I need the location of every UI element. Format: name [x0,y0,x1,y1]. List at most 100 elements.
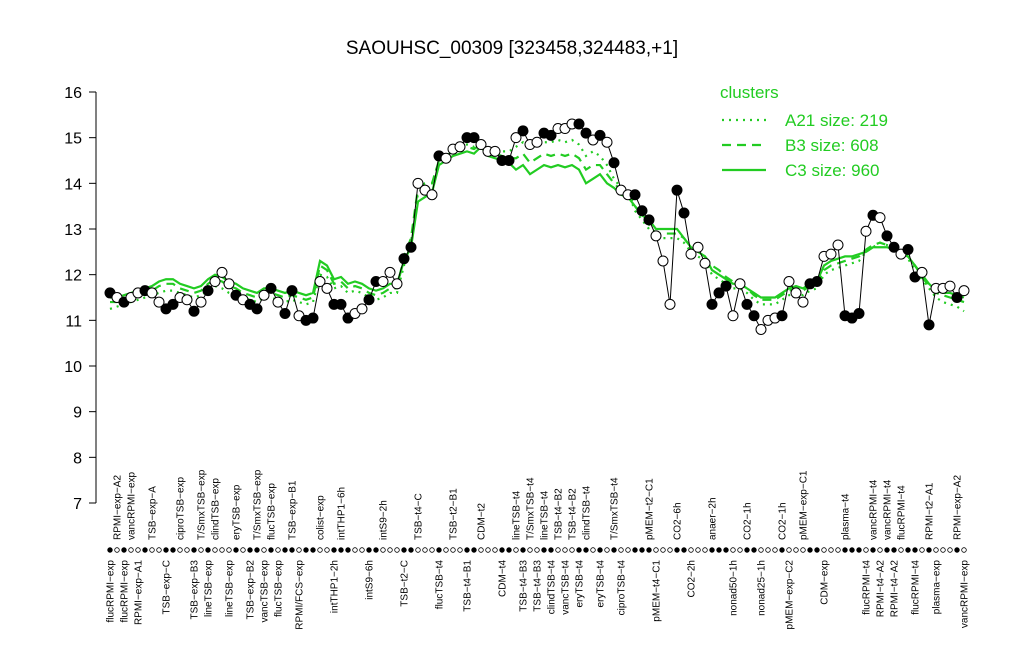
legend-label: C3 size: 960 [785,161,880,180]
x-tick-label: clindTSB−exp [211,478,222,540]
data-point [258,289,270,301]
x-tick-label: RPMI−exp−A1 [134,560,145,625]
data-point [783,276,795,288]
category-dot [541,547,547,553]
category-dot [863,547,869,553]
chart-title: SAOUHSC_00309 [323458,324483,+1] [346,38,678,59]
data-point [307,312,319,324]
category-dot [128,547,134,553]
data-point [860,225,872,237]
category-dot [716,547,722,553]
category-dot [394,547,400,553]
category-dot [492,547,498,553]
category-dot [534,547,540,553]
data-point [664,298,676,310]
data-point [790,287,802,299]
category-dot [786,547,792,553]
category-dot [611,547,617,553]
data-point [405,241,417,253]
x-tick-label: TSB−t4−C [414,493,425,540]
x-tick-label: CO2−1h [778,502,789,540]
x-tick-label: plasma−exp [932,560,943,615]
category-dot [688,547,694,553]
data-point [601,136,613,148]
x-tick-label: vancRPMI−t4 [869,479,880,540]
y-tick-label: 8 [73,450,82,467]
data-point [657,255,669,267]
data-point [727,310,739,322]
data-point [594,129,606,141]
x-tick-label: intTHP1−6h [337,487,348,540]
x-tick-label: colist−exp [316,495,327,540]
y-tick-label: 14 [64,176,82,193]
category-dot [660,547,666,553]
category-dot [422,547,428,553]
x-tick-label: vancRPMI−exp [127,471,138,540]
category-dot [352,547,358,553]
x-tick-label: flucRPMI−t4 [897,485,908,540]
category-dot [597,547,603,553]
data-point [944,280,956,292]
x-tick-label: flucTSB−exp [274,560,285,617]
category-dot [891,547,897,553]
x-tick-label: RPMI−t2−A1 [925,482,936,540]
data-point [629,189,641,201]
data-point [167,298,179,310]
data-point [475,139,487,151]
category-dot [632,547,638,553]
x-tick-label: eryTSB−t4 [596,560,607,608]
x-tick-label: TSB−t4−B1 [463,560,474,612]
category-dot [730,547,736,553]
x-tick-label: lineTSB−t4 [540,490,551,540]
category-dot [233,547,239,553]
x-tick-label: nonad25−1h [757,560,768,616]
data-point [209,276,221,288]
x-tick-label: vancRPMI−t4 [883,479,894,540]
category-dot [317,547,323,553]
data-point [503,155,515,166]
x-tick-label: T/SmxTSB−exp [253,469,264,540]
category-dot [387,547,393,553]
data-point [776,310,788,322]
category-dot [268,547,274,553]
category-dot [870,547,876,553]
category-dot [345,547,351,553]
category-dot [674,547,680,553]
data-point [797,296,809,308]
category-dot [926,547,932,553]
category-dot [401,547,407,553]
x-tick-label: ciproTSB−exp [176,476,187,540]
category-dot [205,547,211,553]
category-dot [576,547,582,553]
data-point [286,285,298,297]
y-tick-label: 9 [73,405,82,422]
x-tick-label: vancTSB−exp [260,560,271,623]
category-dot [450,547,456,553]
data-point [748,310,760,322]
x-tick-label: TSB−t4−B3 [533,560,544,612]
category-dot [184,547,190,553]
category-dot [548,547,554,553]
data-point [741,298,753,310]
x-tick-label: flucRPMI−t4 [862,560,873,615]
category-dot [107,547,113,553]
category-dot [282,547,288,553]
category-dot [800,547,806,553]
category-dot [681,547,687,553]
x-tick-label: T/SmxTSB−exp [197,469,208,540]
y-tick-label: 16 [64,85,82,102]
x-tick-label: TSB−t4−B2 [568,488,579,540]
category-dot [219,547,225,553]
x-tick-label: lineTSB−t4 [512,490,523,540]
category-dot [604,547,610,553]
category-dot [919,547,925,553]
category-dot [933,547,939,553]
x-tick-label: pMEM−t2−C1 [645,478,656,540]
x-tick-label: intS9−2h [379,500,390,540]
data-point [811,276,823,288]
data-point [363,294,375,306]
category-dot [765,547,771,553]
category-dot [814,547,820,553]
